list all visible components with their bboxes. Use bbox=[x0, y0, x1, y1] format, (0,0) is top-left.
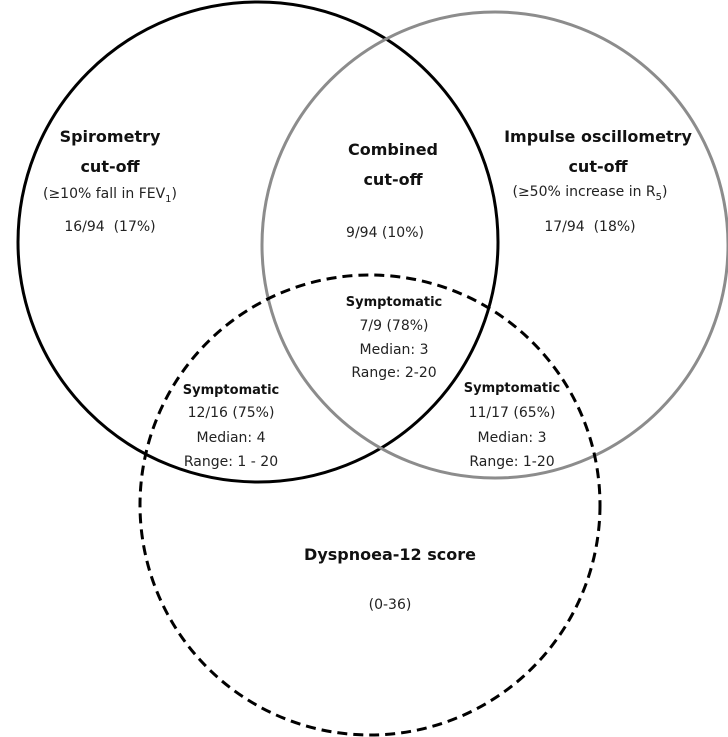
symptomatic-heading: Symptomatic bbox=[346, 295, 443, 310]
symptomatic-heading: Symptomatic bbox=[183, 383, 280, 398]
spirometry-circle bbox=[16, 0, 500, 484]
combined-title: cut-off bbox=[363, 170, 423, 189]
symptomatic-line: Range: 1 - 20 bbox=[184, 454, 278, 470]
criterion-text: (≥10% fall in FEV bbox=[43, 186, 166, 202]
symptomatic-line: 7/9 (78%) bbox=[359, 318, 428, 334]
symptomatic-line: Median: 4 bbox=[197, 430, 266, 446]
set-count: 16/94 (17%) bbox=[64, 219, 155, 235]
set-title: cut-off bbox=[568, 157, 628, 176]
set-criterion: (≥50% increase in R5) bbox=[512, 184, 667, 203]
oscillometry-circle bbox=[260, 10, 728, 480]
symptomatic-line: Median: 3 bbox=[360, 342, 429, 358]
set-title: Dyspnoea-12 score bbox=[304, 545, 476, 564]
criterion-close: ) bbox=[172, 186, 177, 202]
symptomatic-line: Range: 1-20 bbox=[469, 454, 554, 470]
symptomatic-line: 12/16 (75%) bbox=[188, 405, 275, 421]
set-title: Impulse oscillometry bbox=[504, 127, 692, 146]
set-criterion: (≥10% fall in FEV1) bbox=[43, 186, 177, 205]
set-count: 17/94 (18%) bbox=[544, 219, 635, 235]
criterion-text: (≥50% increase in R bbox=[512, 184, 655, 200]
set-title: cut-off bbox=[80, 157, 140, 176]
symptomatic-heading: Symptomatic bbox=[464, 381, 561, 396]
criterion-close: ) bbox=[662, 184, 667, 200]
criterion-sub: 5 bbox=[656, 192, 662, 203]
set-title: Spirometry bbox=[60, 127, 161, 146]
set-range: (0-36) bbox=[369, 597, 412, 613]
combined-count: 9/94 (10%) bbox=[346, 225, 424, 241]
symptomatic-line: 11/17 (65%) bbox=[469, 405, 556, 421]
criterion-sub: 1 bbox=[165, 194, 171, 205]
combined-title: Combined bbox=[348, 140, 438, 159]
symptomatic-line: Median: 3 bbox=[478, 430, 547, 446]
dyspnoea-circle bbox=[138, 273, 602, 737]
symptomatic-line: Range: 2-20 bbox=[351, 365, 436, 381]
